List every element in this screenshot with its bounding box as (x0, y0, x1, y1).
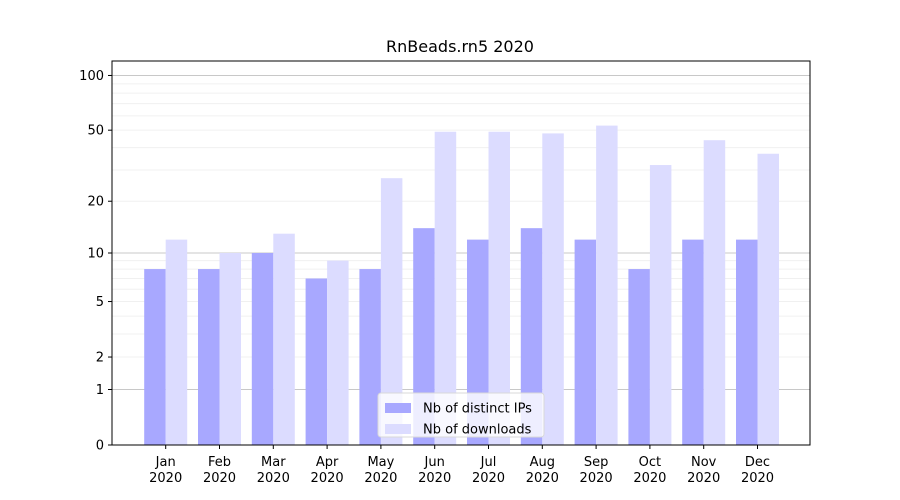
bar-ips-mar (251, 253, 274, 445)
x-tick-label-year: 2020 (526, 471, 559, 486)
x-tick-label-year: 2020 (580, 471, 613, 486)
x-tick-label-month: May (367, 455, 394, 470)
bar-downloads-feb (219, 253, 241, 445)
x-tick-label-month: Aug (530, 455, 555, 470)
bar-downloads-may (380, 178, 403, 446)
bar-ips-aug (520, 228, 543, 445)
y-tick-label: 1 (96, 383, 104, 398)
legend-swatch (385, 424, 411, 434)
bar-downloads-aug (542, 133, 564, 445)
x-tick-label-year: 2020 (741, 471, 774, 486)
bar-downloads-jan (165, 239, 188, 445)
bar-ips-dec (736, 239, 758, 445)
bar-ips-jan (144, 269, 166, 445)
bar-ips-apr (305, 278, 328, 445)
bar-ips-may (359, 269, 381, 445)
y-tick-label: 5 (96, 295, 104, 310)
x-tick-label-month: Feb (208, 455, 231, 470)
x-tick-label-year: 2020 (364, 471, 397, 486)
bar-ips-feb (198, 269, 220, 445)
x-tick-label-year: 2020 (418, 471, 451, 486)
x-tick-label-month: Jan (155, 455, 176, 470)
x-tick-label-month: Apr (316, 455, 339, 470)
x-tick-label-month: Oct (639, 455, 661, 470)
x-tick-label-year: 2020 (257, 471, 290, 486)
chart-title: RnBeads.rn5 2020 (386, 37, 534, 56)
x-tick-label-month: Mar (261, 455, 286, 470)
bar-ips-nov (682, 239, 704, 445)
x-tick-label-month: Jun (424, 455, 445, 470)
x-tick-label-month: Sep (584, 455, 609, 470)
bars (144, 125, 779, 446)
axes: 0125102050100Jan2020Feb2020Mar2020Apr202… (79, 60, 811, 486)
x-tick-label-month: Nov (691, 455, 717, 470)
legend-box (377, 392, 545, 438)
bar-downloads-sep (596, 125, 618, 446)
x-tick-label-year: 2020 (472, 471, 505, 486)
bar-downloads-nov (703, 140, 726, 445)
x-tick-label-year: 2020 (687, 471, 720, 486)
legend-label: Nb of downloads (423, 423, 532, 438)
x-tick-label-month: Dec (745, 455, 770, 470)
x-tick-label-month: Jul (480, 455, 497, 470)
bar-ips-jun (413, 228, 435, 445)
bar-ips-oct (628, 269, 650, 445)
x-tick-label-year: 2020 (311, 471, 344, 486)
bar-downloads-jun (434, 131, 457, 445)
x-tick-label-year: 2020 (203, 471, 236, 486)
bar-downloads-jul (488, 131, 510, 445)
y-tick-label: 10 (87, 247, 104, 262)
legend-label: Nb of distinct IPs (423, 402, 532, 417)
legend-swatch (385, 403, 411, 413)
bar-downloads-oct (649, 165, 672, 445)
bar-downloads-mar (273, 233, 295, 445)
x-tick-label-year: 2020 (633, 471, 666, 486)
bar-downloads-dec (757, 153, 779, 446)
bar-ips-sep (574, 239, 597, 445)
y-tick-label: 0 (96, 439, 104, 454)
y-tick-label: 20 (87, 195, 104, 210)
y-tick-label: 2 (96, 351, 104, 366)
y-tick-label: 50 (87, 124, 104, 139)
x-tick-label-year: 2020 (149, 471, 182, 486)
bar-downloads-apr (327, 260, 349, 445)
y-tick-label: 100 (79, 69, 104, 84)
legend: Nb of distinct IPs Nb of downloads (377, 392, 545, 438)
